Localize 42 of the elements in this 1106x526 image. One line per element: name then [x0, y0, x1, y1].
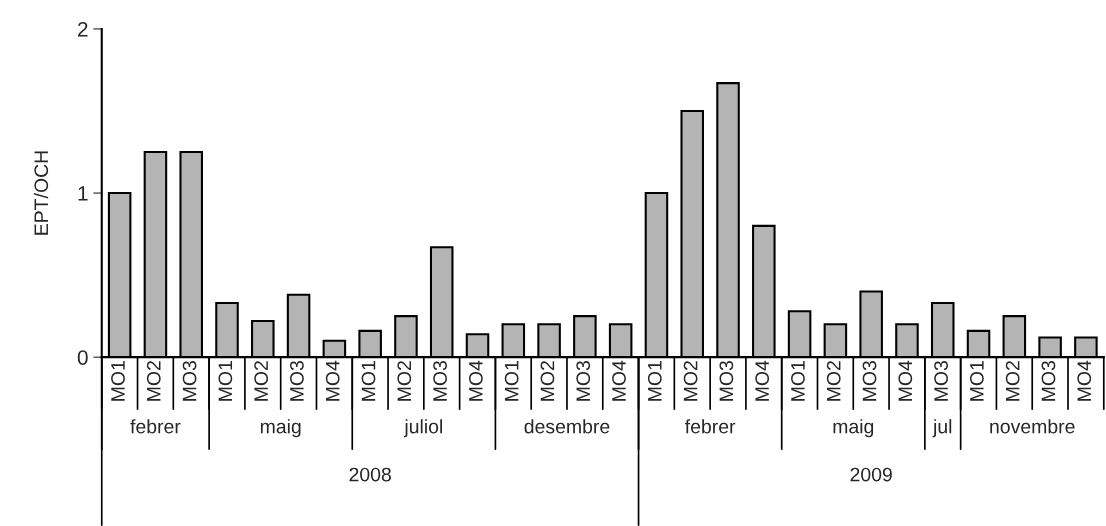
x-tick-label: MO1	[361, 361, 376, 401]
text: febrer	[685, 419, 736, 434]
x-tick-label: MO3	[934, 361, 948, 401]
x-tick-label: MO1	[791, 361, 805, 401]
x-tick-label: MO1	[969, 361, 984, 401]
x-tick-label: MO3	[1041, 361, 1056, 401]
text: febrer	[130, 419, 181, 434]
x-tick-label: MO1	[504, 361, 519, 401]
text: maig	[260, 419, 301, 438]
x-tick-label: MO2	[826, 361, 841, 401]
y-tick-label: 1	[78, 186, 88, 201]
text: maig	[833, 419, 874, 438]
x-tick-label: MO1	[218, 361, 233, 401]
x-tick-label: MO3	[433, 361, 447, 401]
x-tick-label: MO4	[468, 360, 483, 401]
x-tick-label: MO3	[719, 361, 734, 401]
x-tick-label: MO2	[1005, 361, 1020, 401]
y-tick-label: 0	[77, 350, 88, 365]
text: juliol	[403, 419, 442, 438]
x-tick-label: MO2	[683, 361, 698, 401]
x-tick-label: MO2	[146, 361, 161, 401]
x-tick-label: MO2	[254, 361, 269, 401]
text: jul	[932, 419, 952, 438]
text: 2009	[850, 467, 892, 482]
x-tick-label: MO4	[1077, 360, 1092, 401]
y-axis-title: EPT/OCH	[33, 151, 49, 235]
x-tick-label: MO4	[325, 360, 340, 401]
x-tick-label: MO3	[182, 361, 197, 401]
text: novembre	[990, 419, 1075, 434]
x-tick-label: MO3	[290, 361, 304, 401]
y-tick-label: 2	[78, 21, 88, 37]
x-tick-label: MO3	[862, 361, 877, 401]
x-tick-label: MO4	[898, 360, 913, 401]
x-tick-label: MO4	[755, 360, 770, 401]
text: 2008	[349, 467, 391, 482]
x-tick-label: MO1	[111, 361, 125, 401]
x-tick-label: MO4	[612, 360, 626, 401]
x-tick-label: MO2	[540, 361, 555, 401]
x-tick-label: MO1	[647, 361, 662, 401]
x-tick-label: MO2	[397, 361, 412, 401]
text: desembre	[524, 419, 610, 434]
x-tick-label: MO3	[576, 361, 591, 401]
